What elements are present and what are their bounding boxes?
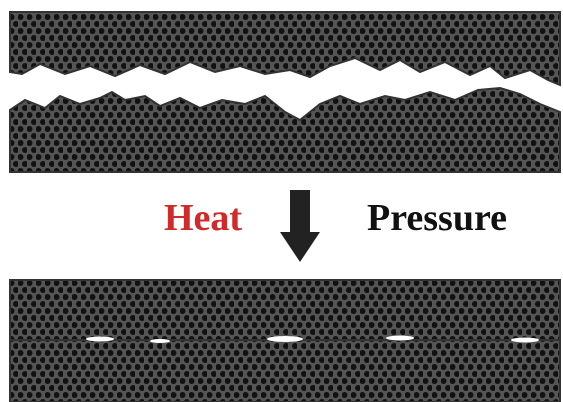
pressure-label: Pressure bbox=[367, 197, 507, 239]
page: Heat Pressure (() => { const data = JSON… bbox=[0, 0, 563, 402]
heat-label: Heat bbox=[164, 197, 242, 239]
lower-layer bbox=[10, 88, 560, 172]
arrow bbox=[280, 190, 320, 262]
bonded-upper bbox=[10, 280, 560, 340]
bonded-lower bbox=[10, 340, 560, 402]
upper-layer bbox=[10, 12, 560, 85]
diagram: Heat Pressure bbox=[0, 0, 563, 402]
